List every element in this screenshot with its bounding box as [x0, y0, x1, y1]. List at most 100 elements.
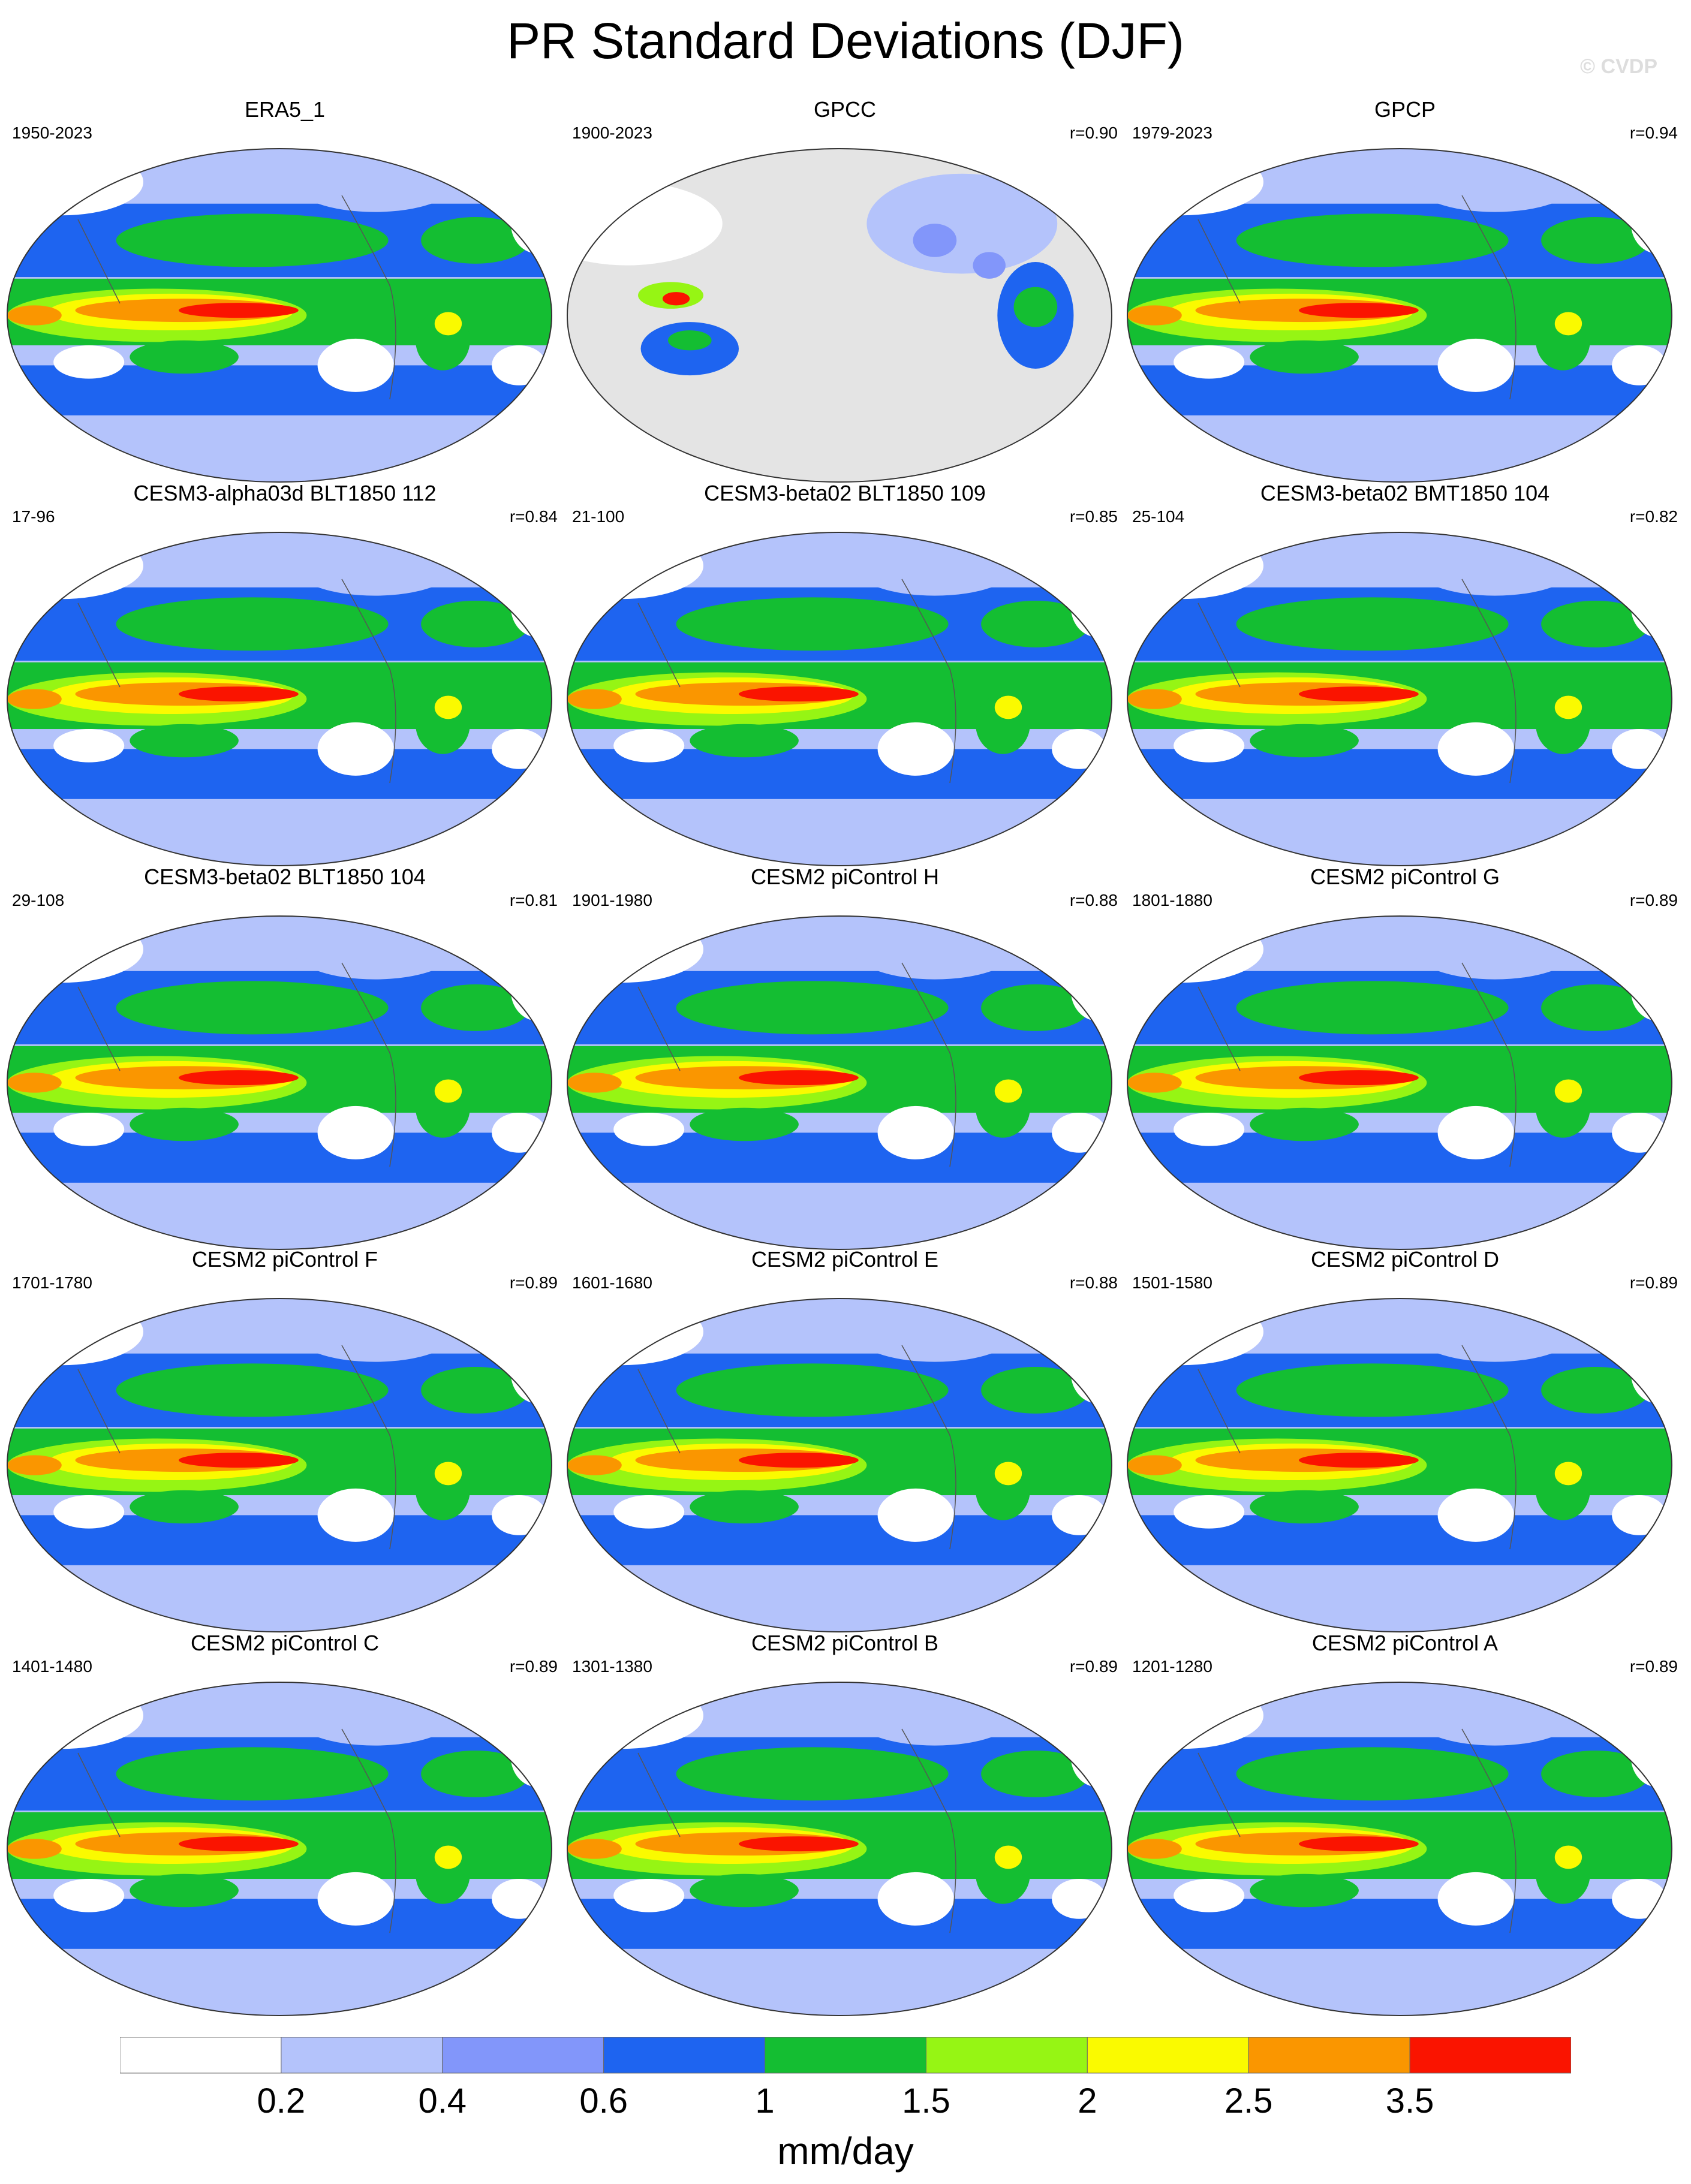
dry-south-atlantic: [492, 1495, 546, 1535]
panel-title: CESM2 piControl A: [1311, 1631, 1499, 1655]
southern-ocean: [567, 1940, 1112, 2016]
dry-south-atlantic: [1612, 345, 1666, 385]
panel-years: 1801-1880: [1132, 891, 1212, 909]
dry-south-atlantic: [492, 345, 546, 385]
map: [567, 1298, 1112, 1632]
panel-title: CESM3-alpha03d BLT1850 112: [133, 481, 437, 505]
north-pacific-track: [676, 981, 949, 1035]
panel-years: 1501-1580: [1132, 1273, 1212, 1292]
panel-years: 1901-1980: [572, 891, 652, 909]
land-north-america-west: [913, 224, 957, 257]
coastline-asia: [1197, 1369, 1241, 1454]
central-pacific-max: [1299, 686, 1419, 702]
north-pacific-track: [1236, 1363, 1509, 1417]
dry-south-atlantic: [1052, 1879, 1106, 1919]
page-title: PR Standard Deviations (DJF): [507, 13, 1184, 69]
colorbar-segment: [1248, 2037, 1410, 2074]
colorbar-tick-label: 0.6: [579, 2081, 628, 2120]
panel-correlation: r=0.89: [1629, 891, 1678, 909]
coastline-americas: [1461, 1345, 1517, 1550]
land-maritime-core: [662, 292, 690, 306]
panel-title: CESM2 piControl G: [1310, 864, 1500, 889]
arctic: [853, 1302, 1017, 1362]
map-border: [1127, 1298, 1672, 1632]
indian-ocean-max: [7, 305, 62, 326]
map-panel: CESM2 piControl A 1201-1280 r=0.89: [1126, 1629, 1684, 2016]
amazon-max: [994, 1079, 1022, 1103]
precip-field: [7, 532, 552, 866]
panel-correlation: r=0.89: [1069, 1657, 1118, 1676]
colorbar-tick-label: 0.2: [257, 2081, 306, 2120]
coastline-asia: [1197, 603, 1241, 688]
map: [567, 532, 1112, 866]
panel-years: 1701-1780: [12, 1273, 92, 1292]
map: [567, 148, 1112, 483]
panel-years: 1979-2023: [1132, 123, 1212, 142]
amazon-max: [994, 1462, 1022, 1486]
coastline-americas: [1461, 195, 1517, 400]
amazon-max: [994, 1845, 1022, 1869]
north-pacific-track: [116, 981, 389, 1035]
panel-years: 17-96: [12, 507, 55, 526]
coastline-americas: [901, 579, 956, 784]
arctic: [853, 919, 1017, 980]
map-border: [7, 1682, 552, 2016]
panel-title: GPCP: [1374, 97, 1436, 122]
map: [7, 1682, 552, 2016]
map-panel: CESM3-beta02 BLT1850 109 21-100 r=0.85: [566, 480, 1124, 866]
north-atlantic-track: [981, 984, 1090, 1031]
arctic: [293, 919, 457, 980]
coastline-americas: [341, 579, 396, 784]
dry-south-atlantic: [1052, 1495, 1106, 1535]
map-panel: CESM2 piControl E 1601-1680 r=0.88: [566, 1246, 1124, 1632]
map-panel: GPCP 1979-2023 r=0.94: [1126, 96, 1684, 483]
spcz: [1250, 340, 1359, 374]
southern-ocean: [1127, 406, 1672, 482]
precip-field: [7, 1299, 552, 1632]
map-panel: CESM2 piControl G 1801-1880 r=0.89: [1126, 863, 1684, 1250]
dry-indian-ocean: [1174, 1113, 1245, 1146]
dry-south-atlantic: [1612, 1879, 1666, 1919]
dry-indian-ocean: [1174, 345, 1245, 379]
colorbar-tick-label: 2.5: [1224, 2081, 1273, 2120]
amazon-max: [994, 695, 1022, 719]
panel-years: 21-100: [572, 507, 625, 526]
colorbar-segment: [1409, 2037, 1571, 2074]
panel-correlation: r=0.84: [509, 507, 558, 526]
north-atlantic-track: [421, 1366, 530, 1414]
north-pacific-track: [116, 213, 389, 267]
map-border: [567, 148, 1112, 483]
panel-title: CESM2 piControl C: [190, 1631, 380, 1655]
north-atlantic-track: [421, 216, 530, 264]
panel-title: CESM3-beta02 BMT1850 104: [1260, 481, 1550, 505]
coastline-asia: [637, 1369, 681, 1454]
map: [1127, 148, 1672, 483]
central-pacific-max: [1299, 303, 1419, 318]
amazon-max: [1554, 695, 1582, 719]
arctic: [853, 535, 1017, 596]
coastline-asia: [637, 986, 681, 1071]
map-border: [7, 148, 552, 483]
colorbar-segment: [603, 2037, 766, 2074]
dry-south-atlantic: [492, 729, 546, 769]
spcz: [690, 1107, 799, 1141]
precip-field: [567, 1682, 1112, 2016]
indian-ocean-max: [567, 689, 622, 709]
southern-ocean: [7, 1940, 552, 2016]
southern-ocean: [7, 790, 552, 866]
north-pacific-track: [676, 597, 949, 651]
central-pacific-max: [179, 1070, 299, 1086]
dry-south-atlantic: [492, 1113, 546, 1153]
spcz: [130, 724, 239, 758]
southern-ocean: [7, 1556, 552, 1632]
dry-southeast-pacific: [877, 1872, 954, 1926]
colorbar-tick-label: 1.5: [902, 2081, 950, 2120]
watermark: © CVDP: [1580, 55, 1657, 78]
central-pacific-max: [739, 1453, 859, 1468]
panel-title: CESM2 piControl F: [191, 1247, 378, 1272]
indian-ocean-max: [7, 1455, 62, 1475]
colorbar-segment: [925, 2037, 1088, 2074]
spcz: [690, 724, 799, 758]
amazon-max: [434, 312, 462, 336]
colorbar: [120, 2037, 1571, 2074]
